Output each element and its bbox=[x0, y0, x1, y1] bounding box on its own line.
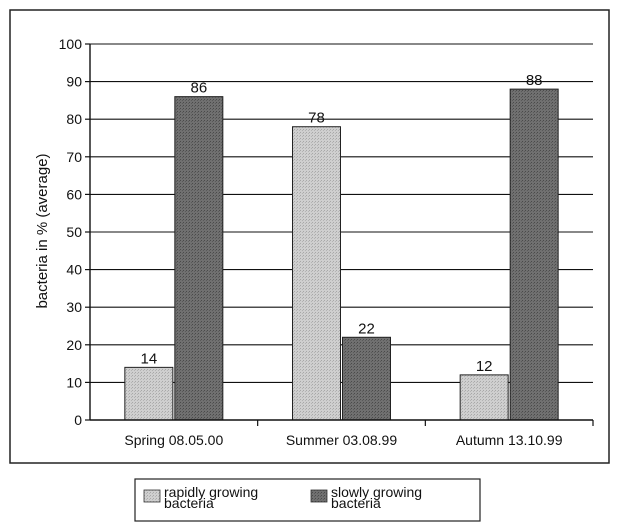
x-category-label-1: Summer 03.08.99 bbox=[286, 432, 397, 448]
legend-label-slow-line2: bacteria bbox=[331, 495, 381, 511]
legend-label-slow: slowly growing bacteria bbox=[331, 484, 426, 511]
legend-label-rapid-line1: rapidly growing bbox=[164, 484, 258, 500]
y-tick-label-50: 50 bbox=[66, 224, 82, 240]
bar-series1-cat2 bbox=[509, 88, 559, 421]
data-label-series0-cat1: 78 bbox=[308, 110, 325, 127]
legend-label-slow-line1: slowly growing bbox=[331, 484, 422, 500]
bar-series0-cat0 bbox=[124, 366, 174, 421]
y-tick-label-100: 100 bbox=[59, 36, 83, 52]
x-category-label-2: Autumn 13.10.99 bbox=[456, 432, 563, 448]
data-label-series0-cat2: 12 bbox=[476, 358, 493, 375]
legend-frame bbox=[134, 478, 481, 522]
y-tick-label-0: 0 bbox=[74, 412, 82, 428]
data-label-series1-cat1: 22 bbox=[358, 320, 375, 337]
gridlines bbox=[90, 43, 593, 383]
axes: 0 10 20 30 40 50 60 70 80 90 100 Spring 08.05.00 Sum… bbox=[59, 36, 594, 448]
y-tick-label-20: 20 bbox=[66, 337, 82, 353]
data-label-series1-cat2: 88 bbox=[526, 72, 543, 89]
bar-series1-cat0 bbox=[174, 96, 224, 421]
legend-swatch-slow bbox=[310, 489, 328, 503]
y-tick-label-40: 40 bbox=[66, 262, 82, 278]
legend-swatch-rapid bbox=[143, 489, 161, 503]
y-tick-label-60: 60 bbox=[66, 186, 82, 202]
bar-series0-cat1 bbox=[292, 126, 341, 421]
data-label-series1-cat0: 86 bbox=[190, 80, 207, 97]
y-tick-label-80: 80 bbox=[66, 111, 82, 127]
x-category-label-0: Spring 08.05.00 bbox=[124, 432, 223, 448]
data-label-series0-cat0: 14 bbox=[140, 350, 157, 367]
bar-series0-cat2 bbox=[459, 374, 509, 421]
value-labels: 14 86 78 22 12 88 bbox=[140, 72, 542, 375]
y-tick-label-10: 10 bbox=[66, 374, 82, 390]
legend-label-rapid-line2: bacteria bbox=[164, 495, 214, 511]
legend: rapidly growing bacteria slowly growing … bbox=[134, 478, 481, 522]
y-tick-label-30: 30 bbox=[66, 299, 82, 315]
y-axis-title: bacteria in % (average) bbox=[34, 153, 51, 308]
y-tick-label-70: 70 bbox=[66, 149, 82, 165]
bar-series1-cat1 bbox=[342, 336, 391, 421]
legend-label-rapid: rapidly growing bacteria bbox=[164, 484, 262, 511]
y-tick-label-90: 90 bbox=[66, 74, 82, 90]
